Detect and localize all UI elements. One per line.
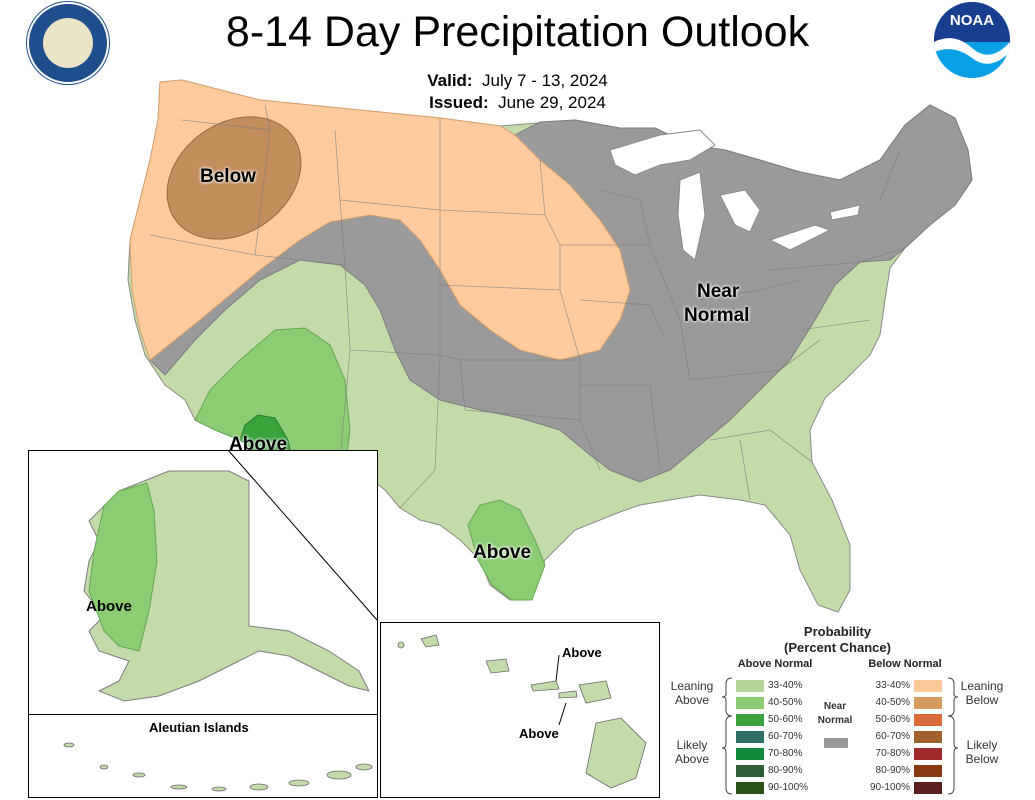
below-label-1: 40-50% [875,697,910,708]
below-label-4: 70-80% [875,748,910,759]
legend-title-1: Probability [803,624,872,639]
noaa-logo: NOAA [934,2,1010,78]
page-title: 8-14 Day Precipitation Outlook [225,8,810,56]
above-swatch-2 [736,714,764,726]
above-swatch-5 [736,765,764,777]
above-swatch-4 [736,748,764,760]
below-label-3: 60-70% [875,731,910,742]
alaska-inset: Above [28,450,378,716]
legend-brackets [721,677,959,795]
great-lakes [609,129,716,176]
leaning-below-label: Leaning Below [960,679,1004,707]
below-label-5: 80-90% [875,765,910,776]
valid-line: Valid: July 7 - 13, 2024 [427,71,608,90]
label-above-hawaii-2: Above [519,726,559,741]
label-above-texas: Above [473,542,532,563]
likely-above-label: Likely Above [674,738,710,766]
below-swatch-4 [914,748,942,760]
below-label-0: 33-40% [875,680,910,691]
likely-below-label: Likely Below [965,738,999,766]
above-40-50-texas [467,499,546,601]
hawaii-inset: Above Above [380,622,660,798]
legend-above-head: Above Normal [737,658,813,670]
above-label-2: 50-60% [768,714,803,725]
below-label-6: 90-100% [869,782,910,793]
above-label-6: 90-100% [768,782,809,793]
above-label-3: 60-70% [768,731,803,742]
below-40-50-area [166,116,302,240]
below-swatch-2 [914,714,942,726]
above-label-5: 80-90% [768,765,803,776]
above-swatch-3 [736,731,764,743]
near-normal-label: Near Normal [817,701,853,726]
above-swatch-1 [736,697,764,709]
label-above-hawaii-1: Above [562,645,602,660]
legend-title-2: (Percent Chance) [784,640,891,655]
aleutian-inset: Aleutian Islands [28,714,378,798]
leaning-above-label: Leaning Above [670,679,714,707]
above-swatch-0 [736,680,764,692]
below-label-2: 50-60% [875,714,910,725]
below-swatch-0 [914,680,942,692]
below-swatch-3 [914,731,942,743]
near-normal-swatch [824,738,848,748]
below-swatch-5 [914,765,942,777]
label-above-alaska: Above [86,598,132,615]
above-swatch-6 [736,782,764,794]
below-swatch-6 [914,782,942,794]
below-swatch-1 [914,697,942,709]
above-label-0: 33-40% [768,680,803,691]
issued-line: Issued: June 29, 2024 [429,93,606,112]
legend-below-head: Below Normal [868,658,942,670]
above-label-4: 70-80% [768,748,803,759]
label-near-1: Near [697,281,740,302]
label-aleutian: Aleutian Islands [149,720,249,735]
label-below: Below [200,166,256,187]
legend: Probability (Percent Chance) Above Norma… [660,620,1030,798]
label-near-2: Normal [684,305,750,326]
above-label-1: 40-50% [768,697,803,708]
commerce-seal-logo [27,2,109,84]
